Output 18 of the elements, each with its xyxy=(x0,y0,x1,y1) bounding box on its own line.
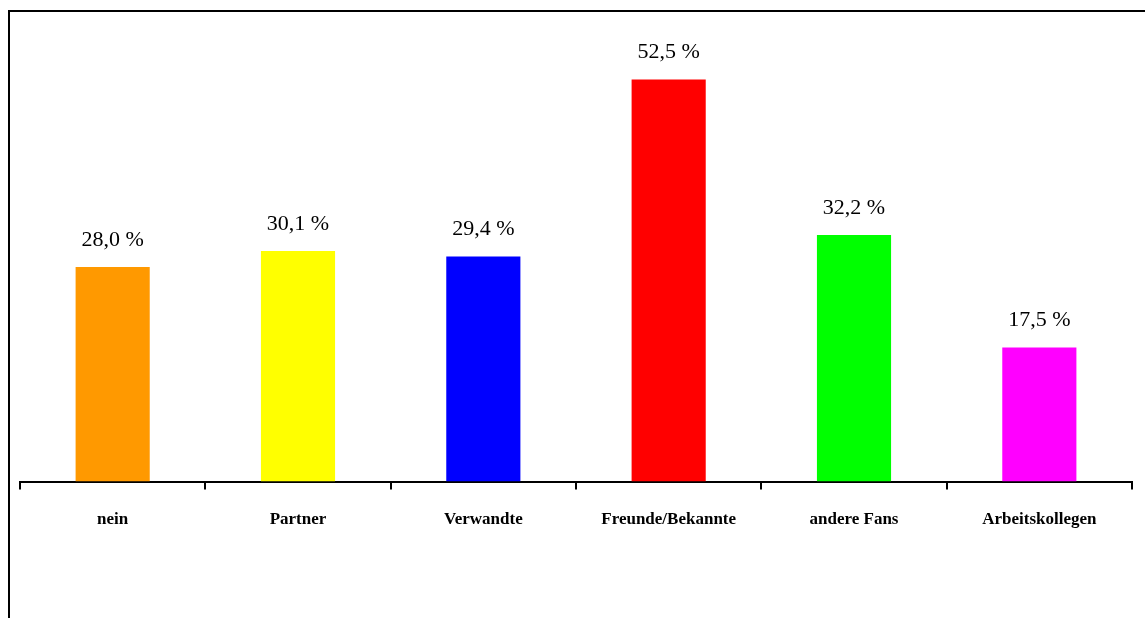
data-label: 30,1 % xyxy=(266,209,330,235)
data-label: 52,5 % xyxy=(637,38,700,64)
data-label: 29,4 % xyxy=(452,215,515,241)
bar xyxy=(75,267,150,482)
x-tick-label: Arbeitskollegen xyxy=(982,509,1098,529)
data-label: 17,5 % xyxy=(1008,306,1071,332)
bar xyxy=(446,256,521,482)
x-tick-label: Partner xyxy=(269,509,327,529)
data-label: 32,2 % xyxy=(822,193,886,219)
bar xyxy=(631,79,706,482)
x-tick-label: Verwandte xyxy=(443,509,524,529)
x-tick-label: nein xyxy=(97,509,129,529)
x-tick-label: andere Fans xyxy=(809,509,899,529)
bar xyxy=(816,234,892,482)
bar xyxy=(260,251,336,482)
bar xyxy=(1002,347,1077,482)
x-tick-label: Freunde/Bekannte xyxy=(601,509,737,529)
data-label: 28,0 % xyxy=(81,225,144,251)
